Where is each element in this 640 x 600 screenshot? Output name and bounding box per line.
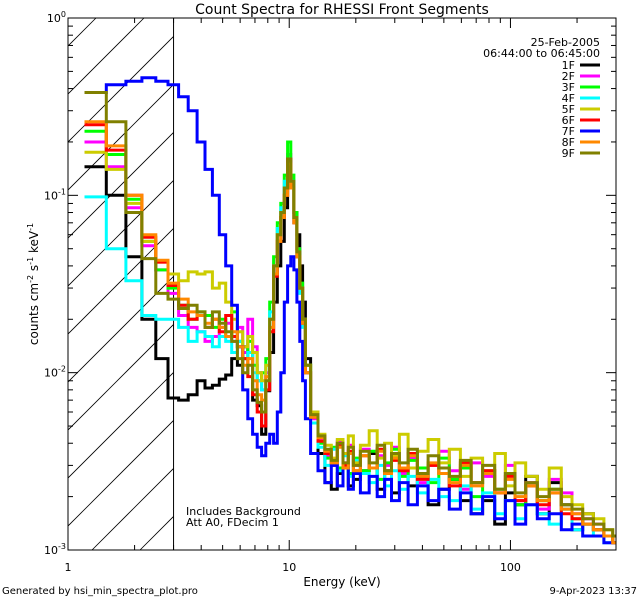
hatch-line — [68, 371, 174, 479]
x-axis: 1 10 100 — [65, 18, 617, 574]
y-axis-label-part: keV — [27, 230, 41, 257]
series-line-9F — [84, 91, 616, 538]
legend-label: 6F — [562, 114, 575, 127]
x-tick-label: 1 — [65, 561, 72, 574]
series-line-5F — [84, 150, 616, 538]
legend-label: 2F — [562, 70, 575, 83]
hatch-line — [68, 35, 174, 143]
hatch-line — [68, 227, 174, 335]
x-tick-label: 100 — [500, 561, 521, 574]
y-axis-label-exponent: -2 — [26, 275, 35, 283]
legend-label: 8F — [562, 136, 575, 149]
series-line-8F — [84, 120, 616, 545]
annotation-attenuator: Att A0, FDecim 1 — [186, 516, 279, 529]
series-layer — [84, 76, 616, 545]
time-range-label: 06:44:00 to 06:45:00 — [483, 47, 600, 60]
legend-label: 4F — [562, 92, 575, 105]
legend-label: 9F — [562, 147, 575, 160]
y-axis-label-exponent: -1 — [26, 223, 35, 231]
y-tick-base: 10 — [44, 189, 58, 202]
chart-title: Count Spectra for RHESSI Front Segments — [195, 2, 489, 18]
x-axis-label: Energy (keV) — [303, 575, 380, 589]
hatch-line — [68, 179, 174, 287]
y-tick-exponent: -2 — [58, 365, 66, 374]
y-tick-base: 10 — [44, 367, 58, 380]
y-tick-base: 10 — [44, 544, 58, 557]
y-tick-base: 10 — [47, 12, 61, 25]
legend-label: 7F — [562, 125, 575, 138]
y-tick-exponent: -3 — [58, 542, 66, 551]
x-tick-label: 10 — [282, 561, 296, 574]
legend-label: 5F — [562, 103, 575, 116]
y-tick-exponent: -1 — [58, 187, 66, 196]
y-tick-label: 10-3 — [44, 542, 66, 557]
y-tick-label: 10-1 — [44, 187, 66, 202]
y-axis-label-part: counts cm — [27, 283, 41, 345]
y-axis-label: counts cm-2 s-1 keV-1 — [26, 223, 41, 345]
y-tick-label: 100 — [47, 10, 66, 25]
footer-timestamp: 9-Apr-2023 13:37 — [550, 586, 637, 597]
hatch-line — [68, 275, 174, 383]
hatch-line — [68, 419, 174, 527]
date-label: 25-Feb-2005 — [531, 36, 600, 49]
y-axis-label-part: s — [27, 265, 41, 275]
y-tick-label: 10-2 — [44, 365, 66, 380]
legend-label: 1F — [562, 59, 575, 72]
hatch-line — [68, 83, 174, 191]
annotation-background: Includes Background — [186, 505, 301, 518]
plot-frame — [67, 17, 617, 551]
y-tick-exponent: 0 — [61, 10, 66, 19]
hatched-region — [68, 18, 174, 550]
legend-label: 3F — [562, 81, 575, 94]
y-axis-label-exponent: -1 — [26, 257, 35, 265]
footer-generated-by: Generated by hsi_min_spectra_plot.pro — [2, 586, 198, 597]
series-line-7F — [84, 76, 616, 545]
